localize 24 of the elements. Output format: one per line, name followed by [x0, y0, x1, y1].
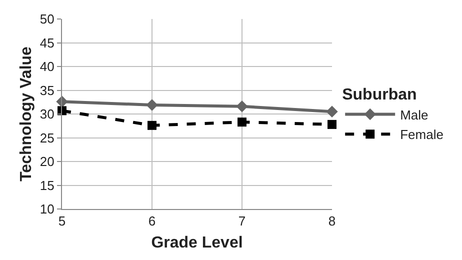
y-tick-label: 30 [40, 106, 54, 122]
y-tick-label: 40 [40, 59, 54, 74]
y-tick-label: 35 [40, 82, 54, 98]
point [326, 106, 338, 118]
x-tick-label: 8 [328, 214, 336, 229]
y-tick-label: 20 [40, 154, 54, 170]
y-axis-title: Technology Value [18, 46, 35, 182]
point [236, 100, 248, 112]
point [238, 118, 246, 127]
legend-label: Male [400, 107, 428, 122]
point [328, 120, 336, 129]
x-tick-label: 6 [148, 214, 156, 229]
x-axis-title: Grade Level [151, 234, 243, 252]
y-tick-label: 25 [40, 130, 54, 146]
legend-title: Suburban [342, 86, 417, 104]
legend-label: Female [400, 127, 444, 142]
point [148, 120, 156, 130]
point [146, 99, 158, 111]
y-tick-label: 45 [40, 35, 54, 50]
x-tick-label: 5 [58, 214, 66, 229]
y-tick-label: 50 [40, 12, 54, 27]
x-tick-label: 7 [238, 214, 246, 229]
y-tick-label: 10 [40, 202, 54, 217]
y-tick-label: 15 [40, 178, 54, 193]
